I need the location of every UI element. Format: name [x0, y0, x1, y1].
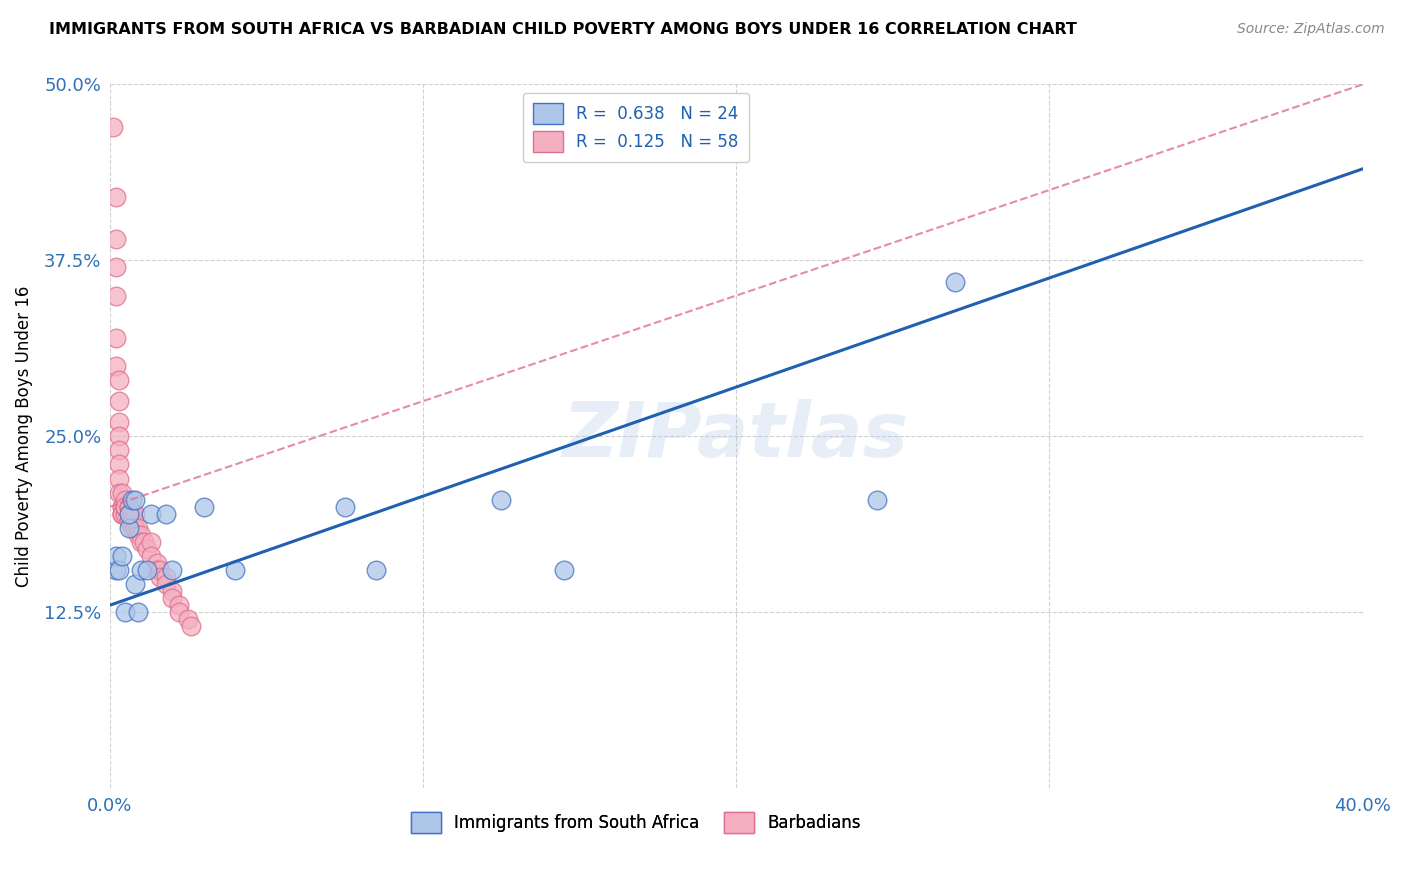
Point — [491, 492, 513, 507]
Point — [101, 120, 124, 134]
Point — [105, 232, 128, 246]
Point — [105, 260, 128, 275]
Point — [364, 563, 387, 577]
Point — [139, 549, 162, 563]
Point — [114, 500, 136, 514]
Point — [136, 563, 159, 577]
Point — [155, 577, 177, 591]
Point — [111, 507, 134, 521]
Point — [111, 500, 134, 514]
Point — [136, 541, 159, 556]
Point — [117, 514, 139, 528]
Point — [124, 521, 146, 535]
Point — [108, 394, 131, 409]
Point — [111, 549, 134, 563]
Point — [114, 500, 136, 514]
Point — [108, 429, 131, 443]
Point — [149, 570, 172, 584]
Point — [108, 563, 131, 577]
Point — [124, 521, 146, 535]
Point — [129, 528, 152, 542]
Point — [127, 605, 149, 619]
Point — [162, 591, 184, 606]
Point — [127, 528, 149, 542]
Point — [111, 500, 134, 514]
Point — [162, 584, 184, 599]
Point — [117, 500, 139, 514]
Point — [105, 331, 128, 345]
Text: ZIPatlas: ZIPatlas — [564, 400, 910, 474]
Y-axis label: Child Poverty Among Boys Under 16: Child Poverty Among Boys Under 16 — [15, 285, 32, 587]
Point — [121, 521, 143, 535]
Point — [105, 549, 128, 563]
Point — [129, 535, 152, 549]
Point — [117, 521, 139, 535]
Point — [117, 507, 139, 521]
Point — [114, 492, 136, 507]
Point — [108, 443, 131, 458]
Point — [117, 514, 139, 528]
Point — [553, 563, 575, 577]
Point — [121, 492, 143, 507]
Point — [127, 521, 149, 535]
Point — [105, 288, 128, 302]
Point — [121, 507, 143, 521]
Point — [124, 507, 146, 521]
Text: IMMIGRANTS FROM SOUTH AFRICA VS BARBADIAN CHILD POVERTY AMONG BOYS UNDER 16 CORR: IMMIGRANTS FROM SOUTH AFRICA VS BARBADIA… — [49, 22, 1077, 37]
Point — [108, 373, 131, 387]
Point — [333, 500, 356, 514]
Point — [105, 563, 128, 577]
Point — [193, 500, 215, 514]
Point — [108, 415, 131, 429]
Legend: Immigrants from South Africa, Barbadians: Immigrants from South Africa, Barbadians — [401, 802, 872, 843]
Point — [117, 507, 139, 521]
Point — [146, 556, 169, 570]
Point — [108, 472, 131, 486]
Point — [945, 275, 967, 289]
Point — [108, 458, 131, 472]
Point — [162, 563, 184, 577]
Text: Source: ZipAtlas.com: Source: ZipAtlas.com — [1237, 22, 1385, 37]
Point — [124, 492, 146, 507]
Point — [155, 507, 177, 521]
Point — [105, 190, 128, 204]
Point — [124, 577, 146, 591]
Point — [167, 599, 190, 613]
Point — [224, 563, 246, 577]
Point — [105, 359, 128, 373]
Point — [114, 500, 136, 514]
Point — [139, 507, 162, 521]
Point — [117, 500, 139, 514]
Point — [139, 535, 162, 549]
Point — [180, 619, 202, 633]
Point — [117, 500, 139, 514]
Point — [149, 563, 172, 577]
Point — [114, 605, 136, 619]
Point — [121, 514, 143, 528]
Point — [111, 485, 134, 500]
Point — [134, 535, 156, 549]
Point — [146, 563, 169, 577]
Point — [167, 605, 190, 619]
Point — [108, 485, 131, 500]
Point — [129, 563, 152, 577]
Point — [111, 507, 134, 521]
Point — [111, 507, 134, 521]
Point — [866, 492, 889, 507]
Point — [155, 570, 177, 584]
Point — [177, 612, 200, 626]
Point — [114, 507, 136, 521]
